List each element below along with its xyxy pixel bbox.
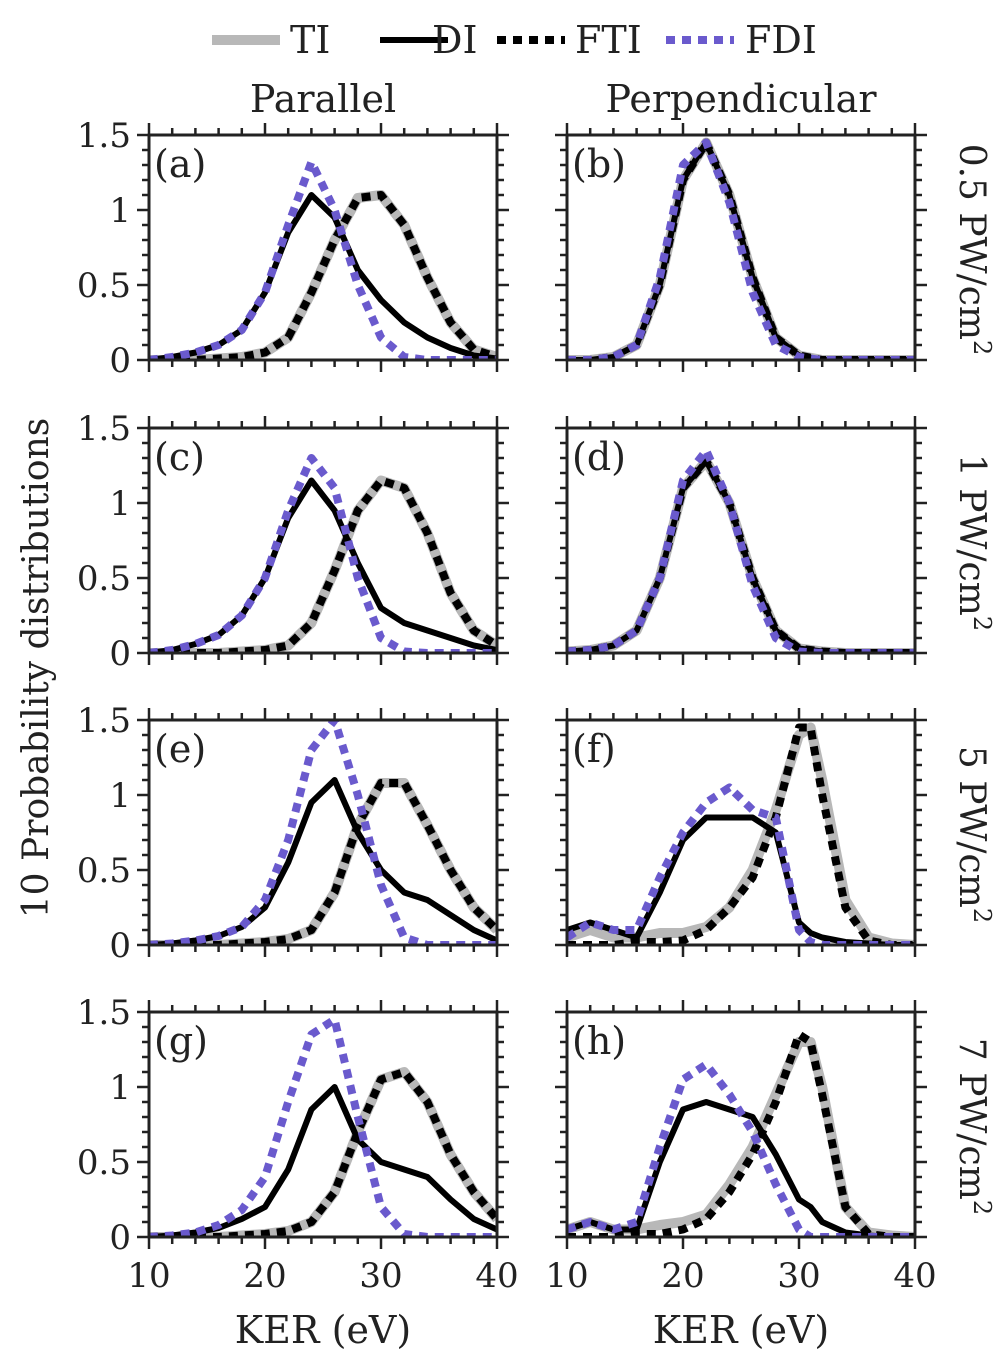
y-tick-label: 1 [109, 191, 131, 231]
panel-d: (d) [555, 416, 927, 665]
series-di-e [149, 777, 497, 945]
series-fti-h [567, 1030, 915, 1237]
x-tick-label: 40 [475, 1256, 518, 1296]
y-tick-label: 1.5 [77, 993, 131, 1033]
panel-g: 0 0.5 1 1.5 10 20 30 40 (g) [77, 993, 519, 1296]
legend-label-fti: FTI [575, 18, 642, 62]
legend-label-ti: TI [290, 18, 330, 62]
y-tick-label: 0 [109, 926, 131, 966]
panel-label-d: (d) [572, 435, 626, 479]
series-di-a [149, 192, 497, 360]
column-title-parallel: Parallel [250, 77, 396, 121]
panel-label-b: (b) [572, 142, 626, 186]
series-fti-c [149, 476, 497, 653]
panel-label-c: (c) [154, 435, 205, 479]
row-label-intensity: 5 PW/cm2 [951, 746, 996, 923]
x-axis-label-right: KER (eV) [653, 1308, 829, 1352]
panel-frame-e [147, 718, 499, 947]
series-ti-d [567, 456, 915, 653]
series-fdi-d [567, 446, 915, 653]
y-tick-label: 0.5 [77, 1143, 131, 1183]
row-label-intensity: 0.5 PW/cm2 [951, 144, 996, 356]
panel-label-h: (h) [572, 1019, 626, 1063]
series-fti-f [567, 723, 915, 945]
series-ti-f [567, 722, 915, 945]
x-tick-label: 10 [127, 1256, 170, 1296]
series-fdi-a [149, 158, 497, 360]
x-tick-label: 40 [893, 1256, 936, 1296]
panel-frame-h [565, 1010, 917, 1239]
y-tick-label: 1.5 [77, 409, 131, 449]
legend-label-fdi: FDI [745, 18, 817, 62]
y-axis-label: 10 Probability distributions [16, 418, 57, 918]
panel-a: 0 0.5 1 1.5 (a) [77, 116, 509, 381]
series-di-c [149, 477, 497, 653]
y-tick-label: 0 [109, 341, 131, 381]
y-tick-label: 0.5 [77, 266, 131, 306]
x-tick-label: 30 [777, 1256, 820, 1296]
y-tick-label: 1.5 [77, 116, 131, 156]
y-tick-label: 1 [109, 484, 131, 524]
series-ti-h [567, 1037, 915, 1237]
y-tick-label: 1 [109, 776, 131, 816]
panel-frame-a [147, 133, 499, 362]
legend-label-di: DI [432, 18, 477, 62]
panel-frame-f [565, 718, 917, 947]
panel-c: 0 0.5 1 1.5 (c) [77, 409, 509, 674]
panel-frame-c [147, 426, 499, 655]
y-tick-label: 0.5 [77, 851, 131, 891]
panel-label-a: (a) [154, 142, 206, 186]
y-tick-label: 1.5 [77, 701, 131, 741]
x-tick-label: 20 [243, 1256, 286, 1296]
panel-label-e: (e) [154, 727, 206, 771]
legend: TI DI FTI FDI [212, 18, 817, 62]
series-di-d [567, 458, 915, 653]
x-tick-label: 10 [545, 1256, 588, 1296]
series-fdi-h [567, 1060, 915, 1237]
panels: 0 0.5 1 1.5 (a) (b) 0 0.5 1 1.5 (c) (d) 0 0.5 1 1.5 (e) (… [77, 116, 937, 1296]
series-ti-e [149, 778, 497, 945]
row-label-intensity: 7 PW/cm2 [951, 1038, 996, 1215]
series-fdi-c [149, 454, 497, 653]
x-axis-label-left: KER (eV) [235, 1308, 411, 1352]
series-di-f [567, 814, 915, 945]
panel-frame-g [147, 1010, 499, 1239]
panel-label-f: (f) [572, 727, 616, 771]
series-fti-g [149, 1068, 497, 1237]
row-labels: 0.5 PW/cm2 1 PW/cm2 5 PW/cm2 7 PW/cm2 [951, 144, 996, 1215]
series-fdi-f [567, 783, 915, 945]
y-tick-label: 0 [109, 1218, 131, 1258]
series-fdi-e [149, 720, 497, 945]
panel-f: (f) [555, 708, 927, 957]
series-fdi-b [567, 138, 915, 360]
x-tick-label: 20 [661, 1256, 704, 1296]
panel-frame-d [565, 426, 917, 655]
panel-e: 0 0.5 1 1.5 (e) [77, 701, 509, 966]
y-tick-label: 0 [109, 634, 131, 674]
row-label-intensity: 1 PW/cm2 [951, 454, 996, 631]
panel-h: 10 20 30 40 (h) [545, 1000, 937, 1296]
series-ti-c [149, 475, 497, 653]
x-tick-label: 30 [359, 1256, 402, 1296]
panel-frame-b [565, 133, 917, 362]
column-title-perpendicular: Perpendicular [605, 77, 877, 121]
panel-b: (b) [555, 123, 927, 372]
y-tick-label: 1 [109, 1068, 131, 1108]
series-di-g [149, 1084, 497, 1237]
y-tick-label: 0.5 [77, 559, 131, 599]
series-fti-e [149, 779, 497, 945]
series-ti-a [149, 190, 497, 360]
panel-label-g: (g) [154, 1019, 208, 1063]
